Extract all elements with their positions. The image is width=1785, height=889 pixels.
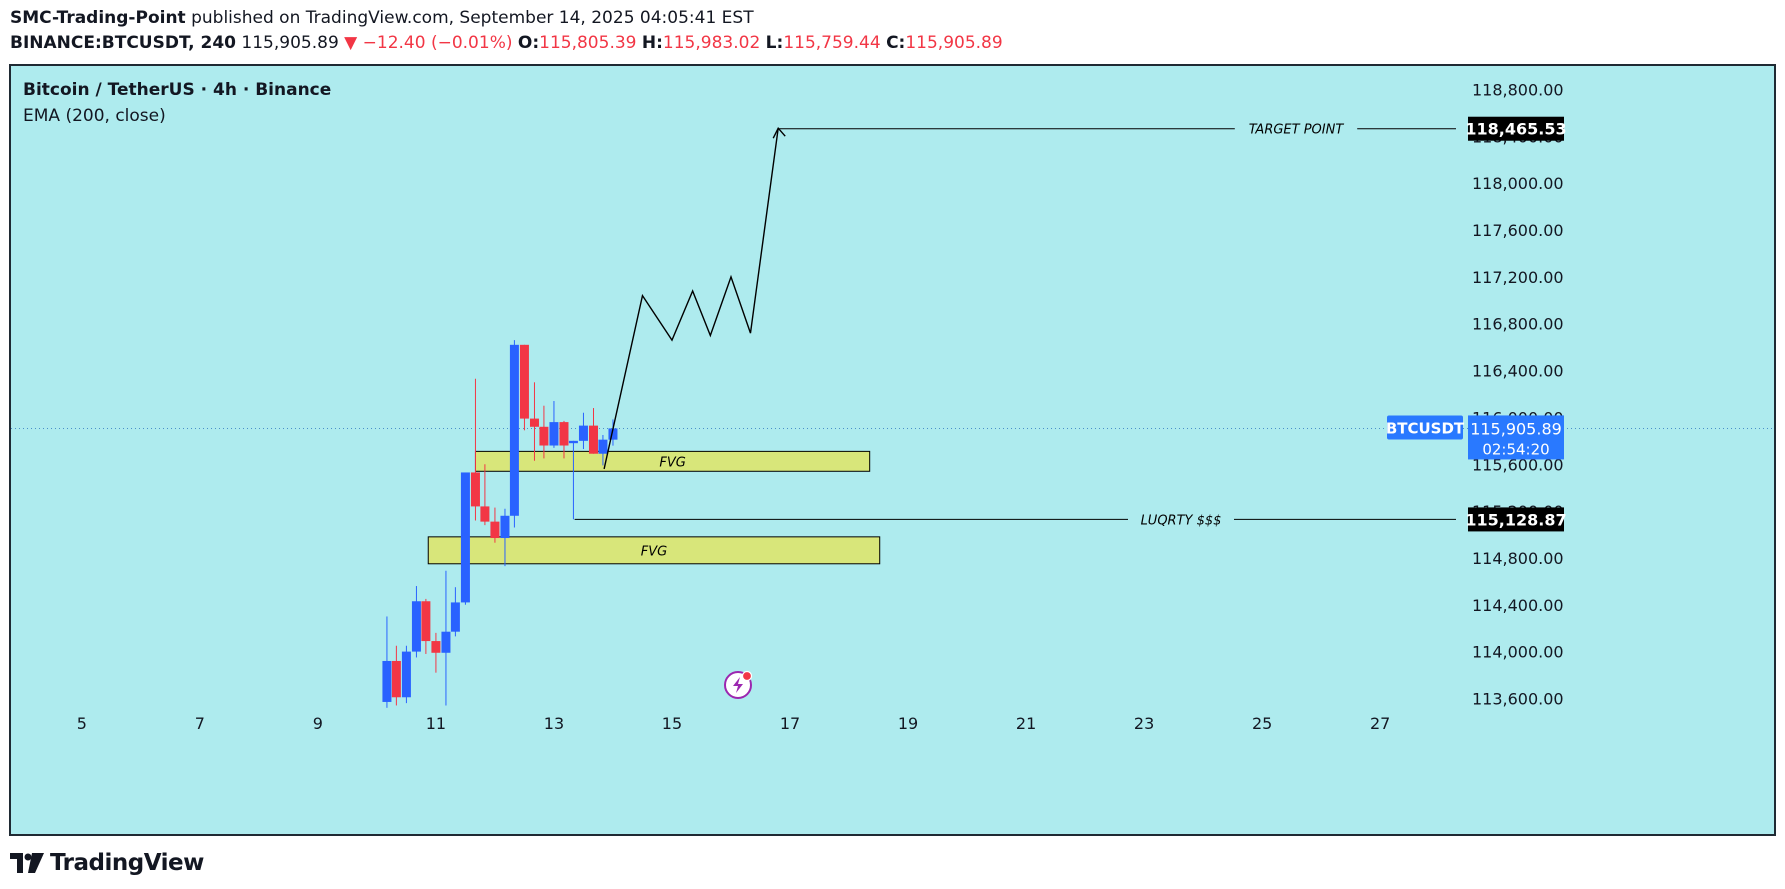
fvg-zone-label: FVG bbox=[641, 544, 667, 559]
candle-body bbox=[578, 425, 588, 441]
indicator-legend[interactable]: EMA (200, close) bbox=[23, 106, 166, 126]
candle-body bbox=[539, 426, 549, 446]
chart-legend-title[interactable]: Bitcoin / TetherUS · 4h · Binance bbox=[23, 80, 332, 100]
level-label: LUQRTY $$$ bbox=[1141, 513, 1222, 528]
candle-body bbox=[559, 422, 569, 446]
price-tick-label: 114,800.00 bbox=[1472, 549, 1564, 568]
symbol-tag[interactable] bbox=[1387, 415, 1463, 440]
tradingview-logo-icon bbox=[10, 853, 44, 873]
last-price: 115,905.89 bbox=[241, 33, 339, 53]
ohlc-bar: BINANCE:BTCUSDT, 240 115,905.89 ▼ −12.40… bbox=[10, 33, 1003, 53]
candle-body bbox=[500, 515, 510, 539]
open-value: 115,805.39 bbox=[539, 33, 637, 53]
time-tick-label: 23 bbox=[1134, 714, 1154, 733]
price-tick-label: 115,600.00 bbox=[1472, 455, 1564, 474]
high-value: 115,983.02 bbox=[662, 33, 761, 53]
candle-body bbox=[382, 660, 392, 702]
tradingview-logo[interactable]: TradingView bbox=[10, 850, 204, 876]
time-tick-label: 27 bbox=[1370, 714, 1390, 733]
level-price-badge-text: 115,128.87 bbox=[1465, 510, 1566, 529]
price-change: ▼ −12.40 (−0.01%) bbox=[344, 33, 513, 53]
candle-body bbox=[411, 601, 421, 652]
candle-body bbox=[391, 660, 401, 698]
candle-body bbox=[549, 422, 559, 446]
fvg-zone[interactable] bbox=[427, 536, 881, 565]
close-label: C: bbox=[886, 33, 906, 53]
price-tick-label: 117,600.00 bbox=[1472, 221, 1564, 240]
price-tick-label: 114,000.00 bbox=[1472, 643, 1564, 662]
high-label: H: bbox=[641, 33, 663, 53]
candle-body bbox=[480, 506, 490, 522]
candle-body bbox=[421, 601, 431, 642]
candle-body bbox=[401, 651, 411, 698]
symbol-label: BINANCE:BTCUSDT, 240 bbox=[10, 33, 237, 53]
candle-body bbox=[450, 602, 460, 632]
published-text: published on TradingView.com, September … bbox=[191, 8, 754, 28]
level-price-badge bbox=[1468, 507, 1564, 532]
notification-dot-icon bbox=[741, 670, 753, 682]
current-price-badge bbox=[1468, 415, 1564, 460]
candle-body bbox=[519, 344, 529, 419]
price-tick-label: 118,000.00 bbox=[1472, 174, 1564, 193]
candle-body bbox=[529, 418, 539, 427]
publish-info: SMC-Trading-Point published on TradingVi… bbox=[10, 8, 754, 28]
candle-body bbox=[441, 631, 451, 653]
candle-body bbox=[509, 344, 519, 516]
time-tick-label: 15 bbox=[662, 714, 682, 733]
time-tick-label: 13 bbox=[544, 714, 564, 733]
price-tick-label: 117,200.00 bbox=[1472, 268, 1564, 287]
candle-body bbox=[490, 521, 500, 539]
time-tick-label: 25 bbox=[1252, 714, 1272, 733]
time-tick-label: 17 bbox=[780, 714, 800, 733]
level-price-badge bbox=[1468, 116, 1564, 141]
price-tick-label: 116,400.00 bbox=[1472, 362, 1564, 381]
time-tick-label: 7 bbox=[195, 714, 205, 733]
projection-path[interactable] bbox=[603, 128, 779, 470]
candle-body bbox=[470, 472, 480, 507]
price-tick-label: 113,600.00 bbox=[1472, 689, 1564, 708]
time-tick-label: 11 bbox=[426, 714, 446, 733]
price-tick-label: 114,400.00 bbox=[1472, 596, 1564, 615]
candle-body bbox=[460, 472, 470, 603]
candle-body bbox=[588, 425, 598, 454]
low-label: L: bbox=[765, 33, 784, 53]
time-tick-label: 19 bbox=[898, 714, 918, 733]
candle-body bbox=[598, 439, 608, 454]
close-value: 115,905.89 bbox=[905, 33, 1003, 53]
time-tick-label: 21 bbox=[1016, 714, 1036, 733]
chart-canvas[interactable]: FVG FVG TARGET POINT LUQRTY $$$ 113,600.00 11… bbox=[11, 66, 1776, 836]
price-tick-label: 116,800.00 bbox=[1472, 315, 1564, 334]
lightning-bolt-icon bbox=[733, 677, 743, 693]
price-tick-label: 118,800.00 bbox=[1472, 81, 1564, 100]
level-price-badge-text: 118,465.53 bbox=[1465, 120, 1566, 139]
tradingview-wordmark: TradingView bbox=[50, 850, 204, 876]
chart-area[interactable]: FVG FVG TARGET POINT LUQRTY $$$ 113,600.00 11… bbox=[9, 64, 1776, 836]
candle-body bbox=[431, 641, 441, 653]
level-label: TARGET POINT bbox=[1249, 123, 1345, 138]
fvg-zone-label: FVG bbox=[659, 455, 685, 470]
time-tick-label: 5 bbox=[77, 714, 87, 733]
open-label: O: bbox=[517, 33, 540, 53]
candle-body bbox=[568, 440, 578, 444]
low-value: 115,759.44 bbox=[783, 33, 881, 53]
bar-countdown: 02:54:20 bbox=[1482, 440, 1549, 458]
publisher-name[interactable]: SMC-Trading-Point bbox=[10, 8, 186, 28]
candle-body bbox=[608, 428, 618, 440]
projection-arrowhead bbox=[772, 126, 786, 139]
symbol-tag-text: BTCUSDT bbox=[1386, 419, 1465, 437]
current-price-value: 115,905.89 bbox=[1470, 419, 1562, 438]
time-tick-label: 9 bbox=[313, 714, 323, 733]
